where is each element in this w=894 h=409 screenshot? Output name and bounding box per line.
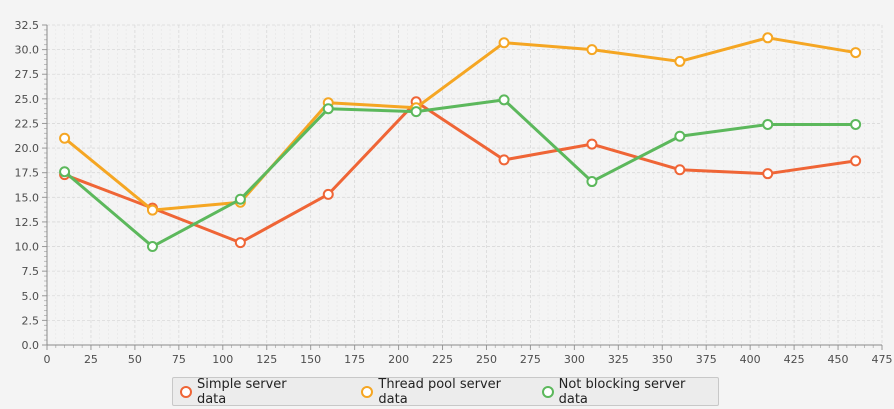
data-point <box>234 237 246 249</box>
data-point <box>498 94 510 106</box>
data-point <box>850 155 862 167</box>
y-tick-label: 15.0 <box>15 191 40 204</box>
y-tick-label: 20.0 <box>15 142 40 155</box>
x-tick-label: 275 <box>520 353 541 366</box>
x-tick-label: 400 <box>740 353 761 366</box>
x-tick-label: 200 <box>388 353 409 366</box>
data-point <box>762 32 774 44</box>
data-point <box>762 118 774 130</box>
data-point <box>322 103 334 115</box>
y-tick-label: 2.5 <box>22 314 40 327</box>
data-point <box>850 47 862 59</box>
x-tick-label: 25 <box>84 353 98 366</box>
legend-marker-not-blocking <box>541 385 554 398</box>
data-point <box>586 44 598 56</box>
x-tick-label: 250 <box>476 353 497 366</box>
data-point <box>146 204 158 216</box>
axes: 0 25 50 75 100 125 150 175 200 225 250 275 300 325 350… <box>15 19 893 366</box>
x-tick-label: 450 <box>828 353 849 366</box>
series-line-0 <box>64 100 856 245</box>
x-tick-label: 300 <box>564 353 585 366</box>
x-tick-label: 325 <box>608 353 629 366</box>
y-tick-label: 12.5 <box>15 216 40 229</box>
data-point <box>410 106 422 118</box>
legend-label-simple: Simple server data <box>196 376 287 407</box>
data-point <box>762 168 774 180</box>
legend-item-simple: Simple server data <box>180 377 319 407</box>
series-0 <box>59 96 862 249</box>
legend-label-not-blocking: Not blocking server data <box>558 376 686 407</box>
data-point <box>498 154 510 166</box>
data-point <box>59 132 71 144</box>
x-tick-label: 425 <box>784 353 805 366</box>
data-point <box>674 164 686 176</box>
data-point <box>59 166 71 178</box>
data-point <box>146 241 158 253</box>
data-point <box>234 193 246 205</box>
x-tick-label: 375 <box>696 353 717 366</box>
x-tick-label: 225 <box>432 353 453 366</box>
data-point <box>674 55 686 67</box>
legend-item-thread-pool: Thread pool server data <box>361 377 533 407</box>
x-tick-label: 0 <box>44 353 51 366</box>
x-tick-label: 75 <box>172 353 186 366</box>
y-tick-label: 30.0 <box>15 44 40 57</box>
series-2 <box>59 94 862 253</box>
data-point <box>586 138 598 150</box>
x-tick-label: 50 <box>128 353 142 366</box>
data-point <box>850 118 862 130</box>
legend-item-not-blocking: Not blocking server data <box>541 376 718 407</box>
legend: Simple server data Thread pool server da… <box>172 376 719 407</box>
y-tick-label: 17.5 <box>15 167 40 180</box>
y-tick-label: 22.5 <box>15 117 40 130</box>
y-tick-label: 5.0 <box>22 290 40 303</box>
legend-marker-thread-pool <box>361 385 374 398</box>
data-point <box>322 188 334 200</box>
y-tick-label: 0.0 <box>22 339 40 352</box>
series-layer <box>59 32 862 253</box>
y-tick-label: 32.5 <box>15 19 40 32</box>
y-tick-label: 27.5 <box>15 68 40 81</box>
y-tick-label: 25.0 <box>15 93 40 106</box>
x-tick-label: 150 <box>300 353 321 366</box>
x-tick-label: 350 <box>652 353 673 366</box>
series-line-1 <box>63 36 856 212</box>
legend-marker-simple <box>180 385 192 398</box>
x-tick-label: 175 <box>344 353 365 366</box>
data-point <box>674 130 686 142</box>
grid <box>46 24 883 346</box>
y-tick-label: 10.0 <box>15 241 40 254</box>
x-tick-label: 125 <box>256 353 277 366</box>
x-tick-label: 100 <box>212 353 233 366</box>
plot-background <box>47 25 882 345</box>
data-point <box>498 37 510 49</box>
series-line-2 <box>63 98 856 249</box>
data-point <box>586 176 598 188</box>
x-tick-label: 475 <box>872 353 893 366</box>
y-tick-label: 7.5 <box>22 265 40 278</box>
legend-label-thread-pool: Thread pool server data <box>378 376 502 407</box>
